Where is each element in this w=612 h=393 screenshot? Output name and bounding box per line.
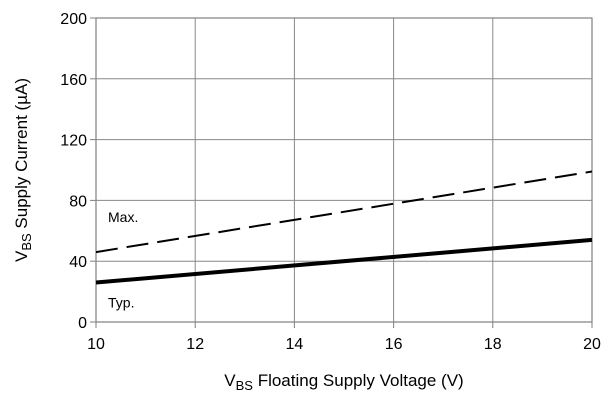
y-tick-label-160: 160 xyxy=(60,72,87,89)
x-tick-label-14: 14 xyxy=(286,336,304,353)
grid xyxy=(90,17,593,328)
y-tick-label-200: 200 xyxy=(60,11,87,28)
y-axis-label: VBS Supply Current (µA) xyxy=(12,78,34,262)
y-tick-label-120: 120 xyxy=(60,133,87,150)
series-group xyxy=(95,170,593,285)
x-tick-label-20: 20 xyxy=(583,336,601,353)
x-tick-label-16: 16 xyxy=(385,336,403,353)
x-tick-label-10: 10 xyxy=(87,336,105,353)
x-tick-label-18: 18 xyxy=(484,336,502,353)
series-line-typ xyxy=(95,237,593,285)
x-tick-labels: 10 12 14 16 18 20 xyxy=(87,336,601,353)
annotation-max: Max. xyxy=(108,209,138,225)
plot-area xyxy=(95,17,593,323)
x-tick-label-12: 12 xyxy=(186,336,204,353)
y-tick-label-80: 80 xyxy=(69,193,87,210)
y-tick-labels: 0 40 80 120 160 200 xyxy=(60,11,87,332)
annotations: Max. Typ. xyxy=(108,209,138,310)
x-axis-label: VBS Floating Supply Voltage (V) xyxy=(224,371,463,393)
series-line-max xyxy=(95,170,593,254)
annotation-typ: Typ. xyxy=(108,294,134,310)
y-tick-label-0: 0 xyxy=(78,315,87,332)
y-tick-label-40: 40 xyxy=(69,254,87,271)
